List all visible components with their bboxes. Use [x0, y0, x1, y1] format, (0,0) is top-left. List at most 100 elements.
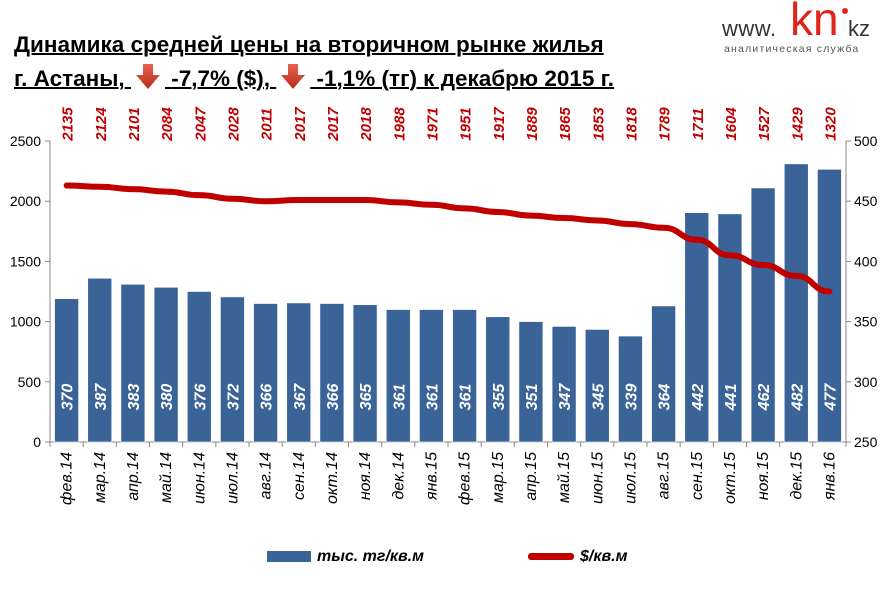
line-data-label: 1604 — [723, 107, 740, 141]
line-data-label: 2017 — [325, 107, 342, 142]
line-data-label: 1971 — [424, 107, 441, 140]
bar-data-label: 367 — [292, 383, 309, 411]
y-left-tick-label: 500 — [18, 374, 42, 390]
y-left-tick-label: 2500 — [10, 133, 41, 149]
bar — [551, 326, 577, 443]
bar — [618, 335, 643, 443]
line-data-label: 2101 — [126, 107, 143, 141]
bar-data-label: 361 — [391, 384, 408, 411]
chart-title-line1: Динамика средней цены на вторичном рынке… — [14, 32, 604, 57]
line-data-label: 2047 — [192, 107, 209, 142]
line-data-label: 1320 — [822, 107, 839, 141]
line-data-label: 2084 — [159, 107, 176, 142]
bar-data-label: 364 — [657, 384, 674, 411]
bar — [286, 302, 312, 443]
legend-item-bars: тыс. тг/кв.м — [267, 548, 424, 566]
chart-title-line2: г. Астаны, -7,7% ($), -1,1% (тг) к декаб… — [14, 64, 614, 92]
bar-data-label: 365 — [358, 383, 375, 411]
line-data-label: 1951 — [458, 107, 475, 140]
x-tick-label: мар.15 — [490, 452, 507, 503]
y-right-tick-label: 350 — [854, 314, 878, 330]
y-right-tick-label: 300 — [854, 374, 878, 390]
line-data-label: 1711 — [690, 108, 707, 140]
bar — [817, 168, 842, 443]
x-tick-label: янв.15 — [423, 452, 440, 501]
bar-data-label: 345 — [590, 383, 607, 411]
x-tick-label: апр.15 — [523, 452, 540, 501]
line-data-label: 1429 — [789, 107, 806, 141]
line-data-label: 2017 — [292, 107, 309, 142]
bar — [186, 291, 212, 443]
y-left-tick-label: 2000 — [10, 193, 41, 209]
x-tick-label: сен.14 — [291, 452, 308, 500]
x-tick-label: май.14 — [158, 452, 175, 503]
bar-data-label: 441 — [723, 384, 740, 412]
x-tick-label: ноя.14 — [357, 452, 374, 500]
bar-data-label: 380 — [159, 384, 176, 411]
x-tick-label: июн.15 — [589, 452, 606, 504]
y-left-tick-label: 1000 — [10, 314, 41, 330]
bar-data-label: 383 — [126, 384, 143, 411]
line-data-label: 1917 — [491, 107, 508, 141]
legend-item-line: $/кв.м — [528, 548, 627, 566]
line-data-label: 1865 — [557, 107, 574, 141]
bar — [783, 163, 809, 443]
logo-www: www. — [722, 16, 777, 41]
x-tick-label: май.15 — [556, 452, 573, 503]
y-right-tick-label: 500 — [854, 133, 878, 149]
bar-data-label: 477 — [822, 383, 839, 412]
line-data-label: 2028 — [225, 107, 242, 142]
bar-data-label: 347 — [557, 383, 574, 411]
title-usd-change: -7,7% ($), — [171, 66, 270, 91]
line-data-label: 2124 — [93, 107, 110, 142]
x-tick-label: дек.15 — [788, 452, 805, 500]
bar — [452, 309, 477, 443]
line-data-label: 1889 — [524, 107, 541, 141]
bar — [319, 303, 345, 443]
x-tick-label: фев.14 — [59, 452, 76, 505]
bar-data-label: 482 — [789, 384, 806, 412]
x-tick-label: июл.14 — [224, 452, 241, 504]
bar-data-label: 387 — [93, 383, 110, 411]
bar — [485, 316, 511, 443]
line-data-label: 2018 — [358, 107, 375, 142]
usd-price-line — [63, 182, 833, 295]
line-data-label: 1988 — [391, 107, 408, 141]
bar — [684, 212, 710, 443]
y-right-tick-label: 400 — [854, 253, 878, 269]
line-data-label: 1789 — [657, 107, 674, 141]
bar-data-label: 372 — [225, 384, 242, 411]
x-tick-label: окт.14 — [324, 452, 341, 504]
x-tick-label: янв.16 — [821, 452, 838, 501]
line-data-label: 1818 — [623, 107, 640, 141]
legend-bar-label: тыс. тг/кв.м — [317, 548, 424, 565]
x-tick-label: мар.14 — [92, 452, 109, 503]
x-tick-label: июн.14 — [191, 452, 208, 504]
bar-data-label: 366 — [259, 384, 276, 411]
bar-data-label: 339 — [623, 384, 640, 411]
title-city: г. Астаны, — [14, 66, 125, 91]
y-left-tick-label: 1500 — [10, 253, 41, 269]
x-tick-label: авг.14 — [258, 452, 275, 499]
x-tick-label: окт.15 — [722, 452, 739, 504]
y-left-tick-label: 0 — [33, 434, 41, 450]
logo-kn: kn — [790, 0, 839, 45]
down-arrow-icon — [135, 64, 160, 89]
x-tick-label: июл.15 — [622, 452, 639, 504]
x-tick-label: фев.15 — [457, 452, 474, 505]
bar-data-label: 442 — [690, 384, 707, 412]
bar — [518, 321, 544, 443]
bar — [153, 286, 179, 443]
legend-bar-swatch — [267, 551, 311, 563]
line-data-label: 1853 — [590, 107, 607, 141]
bar-data-label: 366 — [325, 384, 342, 411]
bar — [87, 277, 113, 443]
logo-dot — [842, 8, 848, 14]
y-right-tick-label: 450 — [854, 193, 878, 209]
bar-data-label: 361 — [458, 384, 475, 411]
bar — [750, 187, 776, 443]
bar-data-label: 370 — [60, 384, 77, 411]
bar — [253, 303, 278, 443]
title-kzt-change: -1,1% (тг) к декабрю 2015 г. — [316, 66, 615, 91]
line-data-label: 2135 — [60, 107, 77, 142]
